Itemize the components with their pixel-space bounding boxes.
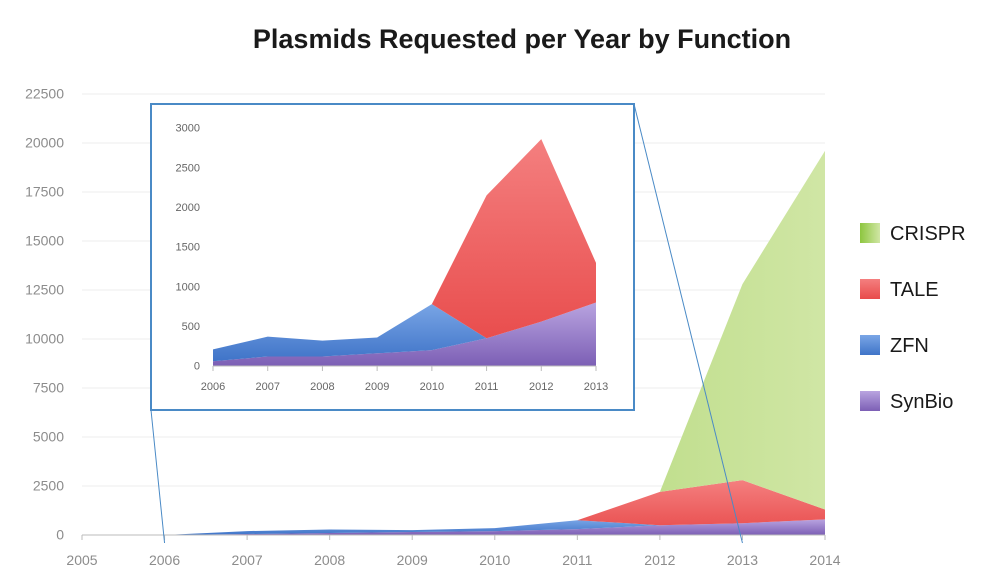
inset-x-tick-label: 2010 xyxy=(420,381,444,393)
main-y-tick-label: 2500 xyxy=(33,478,64,494)
main-x-tick-label: 2009 xyxy=(397,552,428,568)
legend-label-tale: TALE xyxy=(890,279,939,301)
main-x-tick-label: 2013 xyxy=(727,552,758,568)
inset-x-tick-label: 2012 xyxy=(529,381,553,393)
main-area-synbio xyxy=(82,519,825,535)
inset-plot: 0 500 1000 1500 2000 2500 3000 2006 2007 2008 2009… xyxy=(150,103,635,411)
main-y-tick-label: 22500 xyxy=(25,86,64,102)
inset-x-tick-label: 2011 xyxy=(475,381,499,393)
legend-swatch-synbio xyxy=(860,391,880,411)
main-x-tick-label: 2011 xyxy=(562,552,592,568)
legend-swatch-crispr xyxy=(860,223,880,243)
main-area-zfn xyxy=(82,519,825,535)
inset-area-tale xyxy=(213,139,596,350)
legend: CRISPR TALE ZFN SynBio xyxy=(860,223,966,413)
chart-title: Plasmids Requested per Year by Function xyxy=(253,24,791,54)
legend-swatch-zfn xyxy=(860,335,880,355)
main-area-tale xyxy=(82,480,825,535)
inset-area-synbio xyxy=(213,302,596,366)
main-x-tick-label: 2007 xyxy=(232,552,263,568)
legend-label-crispr: CRISPR xyxy=(890,223,966,245)
inset-x-tick-label: 2009 xyxy=(365,381,389,393)
main-x-tick-label: 2012 xyxy=(644,552,675,568)
main-x-tick-label: 2010 xyxy=(479,552,510,568)
main-y-tick-label: 5000 xyxy=(33,429,64,445)
zoom-connector-left xyxy=(150,409,166,544)
inset-y-tick-label: 2000 xyxy=(176,202,200,214)
main-y-tick-label: 15000 xyxy=(25,233,64,249)
zoom-connector-right xyxy=(633,103,743,544)
main-x-tick-label: 2005 xyxy=(66,552,97,568)
main-y-tick-label: 20000 xyxy=(25,135,64,151)
inset-y-tick-label: 1000 xyxy=(176,281,200,293)
legend-swatch-tale xyxy=(860,279,880,299)
main-y-tick-label: 17500 xyxy=(25,184,64,200)
inset-y-tick-label: 500 xyxy=(182,321,200,333)
main-x-tick-label: 2014 xyxy=(809,552,840,568)
legend-label-synbio: SynBio xyxy=(890,391,953,413)
inset-y-tick-label: 0 xyxy=(194,361,200,373)
inset-y-tick-label: 3000 xyxy=(176,123,200,135)
inset-x-tick-label: 2007 xyxy=(255,381,279,393)
inset-area-zfn xyxy=(213,302,596,362)
inset-x-tick-label: 2008 xyxy=(310,381,334,393)
main-y-tick-label: 10000 xyxy=(25,331,64,347)
inset-y-tick-label: 1500 xyxy=(176,242,200,254)
inset-x-tick-label: 2013 xyxy=(584,381,608,393)
main-y-tick-label: 12500 xyxy=(25,282,64,298)
inset-y-tick-label: 2500 xyxy=(176,162,200,174)
main-x-tick-label: 2006 xyxy=(149,552,180,568)
inset-x-tick-label: 2006 xyxy=(201,381,225,393)
main-y-tick-label: 0 xyxy=(56,527,64,543)
main-x-tick-label: 2008 xyxy=(314,552,345,568)
legend-label-zfn: ZFN xyxy=(890,335,929,357)
main-y-tick-label: 7500 xyxy=(33,380,64,396)
